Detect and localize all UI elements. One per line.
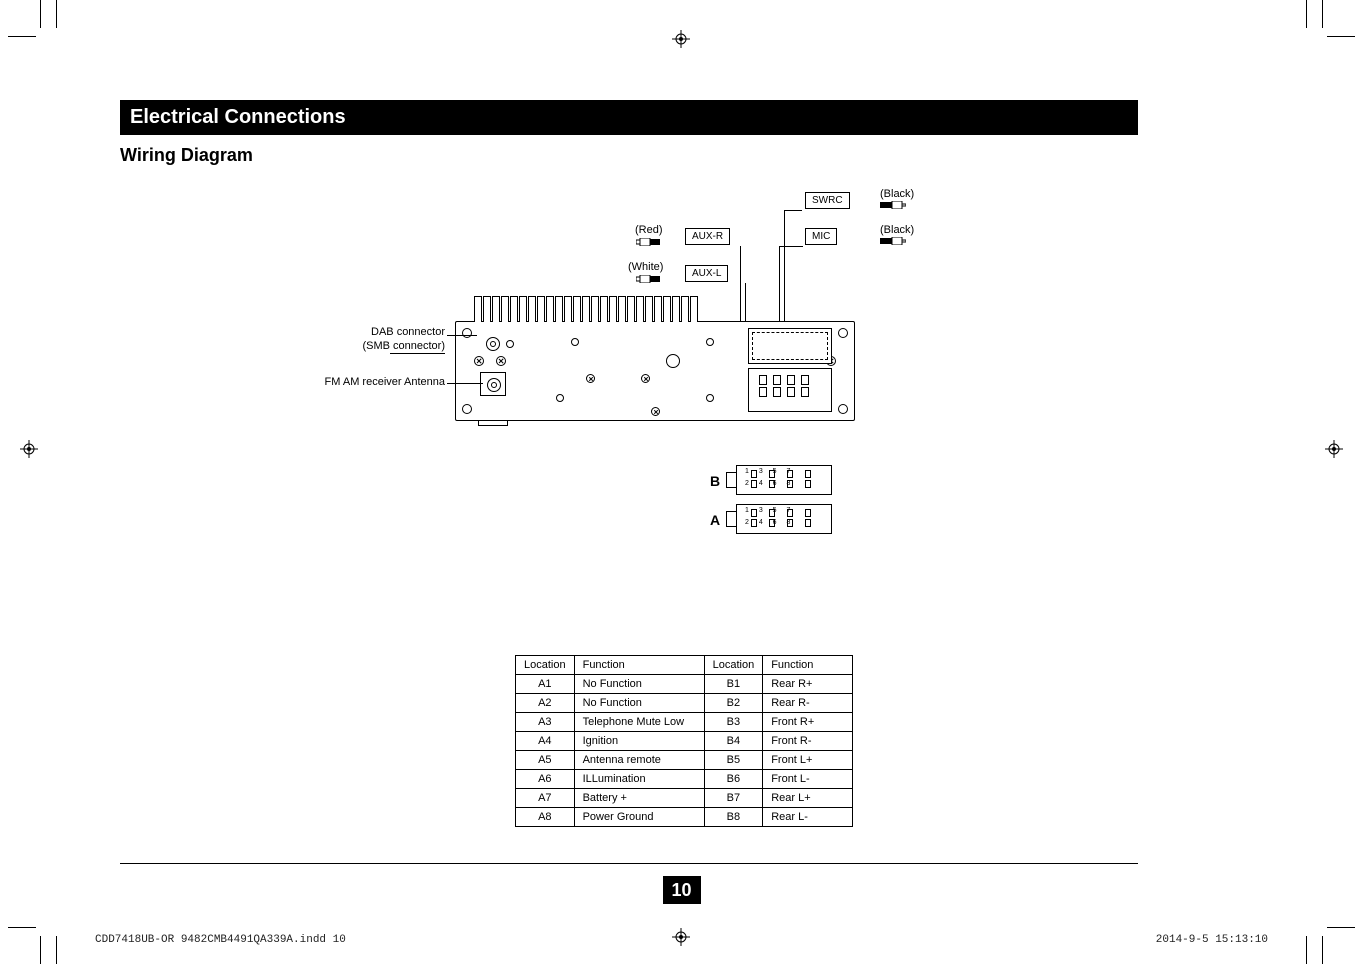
fm-antenna-port: [480, 372, 506, 396]
label-dab: DAB connector: [315, 326, 445, 338]
table-header: Function: [574, 656, 704, 675]
screw-icon: [586, 374, 595, 383]
iso-block-b: 1 3 5 7 2 4 6 8: [736, 465, 832, 495]
screw-icon: [651, 407, 660, 416]
dab-port-inner: [490, 341, 496, 347]
page-number: 10: [663, 876, 701, 904]
iso-block-a: 1 3 5 7 2 4 6 8: [736, 504, 832, 534]
heatsink-fins: [474, 296, 698, 322]
footer-filename: CDD7418UB-OR 9482CMB4491QA339A.indd 10: [95, 934, 346, 946]
crop-mark: [1322, 936, 1323, 964]
table-header: Location: [704, 656, 763, 675]
port-hole: [666, 354, 680, 368]
registration-mark-icon: [20, 440, 38, 458]
iso-label-b: B: [710, 473, 720, 489]
rca-plug-icon: [636, 238, 662, 246]
port-hole: [506, 340, 514, 348]
table-row: A3Telephone Mute LowB3Front R+: [516, 713, 853, 732]
table-row: A6ILLuminationB6Front L-: [516, 770, 853, 789]
crop-mark: [1327, 36, 1355, 37]
crop-mark: [1322, 0, 1323, 28]
label-auxl: AUX-L: [685, 265, 728, 282]
iso-tab: [726, 472, 736, 488]
leader-line: [447, 335, 477, 336]
iso-connector-bottom: [748, 368, 832, 412]
mount-hole: [838, 404, 848, 414]
section-title: Electrical Connections: [120, 100, 1138, 135]
wire-line: [784, 210, 802, 211]
port-hole: [706, 394, 714, 402]
table-row: A8Power GroundB8Rear L-: [516, 808, 853, 827]
underline: [390, 353, 445, 354]
label-red: (Red): [635, 224, 663, 236]
crop-mark: [1306, 0, 1307, 28]
label-dab2: (SMB connector): [315, 340, 445, 352]
label-auxr: AUX-R: [685, 228, 730, 245]
crop-mark: [1306, 936, 1307, 964]
label-fm: FM AM receiver Antenna: [280, 376, 445, 388]
wiring-diagram: (Red) AUX-R (White) AUX-L SWRC MIC (Blac…: [120, 186, 1138, 546]
iso-label-a: A: [710, 512, 720, 528]
label-swrc: SWRC: [805, 192, 850, 209]
crop-mark: [8, 927, 36, 928]
label-mic: MIC: [805, 228, 837, 245]
port-hole: [706, 338, 714, 346]
screw-icon: [474, 356, 484, 366]
table-row: A5Antenna remoteB5Front L+: [516, 751, 853, 770]
table-row: A2No FunctionB2Rear R-: [516, 694, 853, 713]
page: Electrical Connections Wiring Diagram (R…: [0, 0, 1363, 964]
table-row: A4IgnitionB4Front R-: [516, 732, 853, 751]
crop-mark: [8, 36, 36, 37]
rca-plug-icon: [636, 275, 662, 283]
registration-mark-icon: [1325, 440, 1343, 458]
iso-tab: [726, 511, 736, 527]
wire-line: [779, 246, 803, 247]
crop-mark: [1327, 927, 1355, 928]
footer-rule: [120, 863, 1138, 864]
iso-connector-top: [748, 328, 832, 364]
label-black1: (Black): [880, 188, 914, 200]
label-black2: (Black): [880, 224, 914, 236]
mount-hole: [462, 328, 472, 338]
crop-mark: [40, 0, 41, 28]
pin-assignment-table: Location Function Location Function A1No…: [515, 655, 853, 827]
crop-mark: [40, 936, 41, 964]
port-hole: [556, 394, 564, 402]
mount-hole: [462, 404, 472, 414]
table-header: Location: [516, 656, 575, 675]
label-white: (White): [628, 261, 663, 273]
footer-datetime: 2014-9-5 15:13:10: [1156, 934, 1268, 946]
jack-plug-icon: [880, 201, 906, 209]
port-hole: [571, 338, 579, 346]
leader-line: [447, 383, 483, 384]
table-body: A1No FunctionB1Rear R+ A2No FunctionB2Re…: [516, 675, 853, 827]
wire-line: [745, 283, 746, 326]
screw-icon: [641, 374, 650, 383]
sub-title: Wiring Diagram: [120, 135, 1138, 166]
wire-line: [779, 246, 780, 326]
table-row: A1No FunctionB1Rear R+: [516, 675, 853, 694]
crop-mark: [56, 0, 57, 28]
unit-rear-panel: [455, 321, 855, 421]
fm-antenna-base: [478, 420, 508, 426]
registration-mark-icon: [672, 928, 690, 946]
content-area: Electrical Connections Wiring Diagram (R…: [120, 100, 1138, 546]
screw-icon: [496, 356, 506, 366]
wire-line: [740, 246, 741, 326]
table-header-row: Location Function Location Function: [516, 656, 853, 675]
registration-mark-icon: [672, 30, 690, 48]
crop-mark: [56, 936, 57, 964]
jack-plug-icon: [880, 237, 906, 245]
table-header: Function: [763, 656, 853, 675]
wire-line: [784, 210, 785, 326]
mount-hole: [838, 328, 848, 338]
table-row: A7Battery +B7Rear L+: [516, 789, 853, 808]
